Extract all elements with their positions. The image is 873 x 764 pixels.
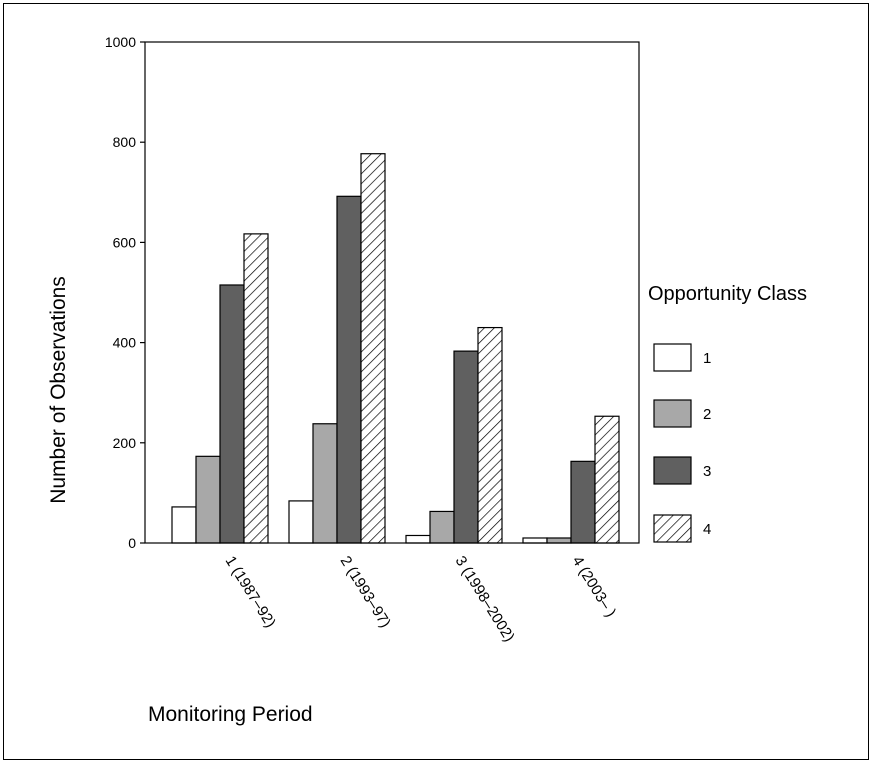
- legend: 1 2 3 4: [653, 343, 711, 543]
- figure-frame: [3, 3, 869, 760]
- bar-series-1-cat-1: [171, 506, 197, 544]
- y-tick-label: 800: [113, 134, 137, 150]
- x-category-label: 1 (1987–92): [222, 553, 279, 631]
- bar-series-3-cat-3: [453, 350, 479, 544]
- y-axis-title: Number of Observations: [47, 276, 70, 504]
- x-axis: 1 (1987–92) 2 (1993–97) 3 (1998–2002) 4 (20…: [222, 553, 620, 645]
- legend-label-3: 3: [703, 463, 711, 480]
- x-category-label: 3 (1998–2002): [452, 553, 518, 645]
- bar-series-1-cat-3: [405, 534, 431, 544]
- legend-swatch-1: [653, 343, 692, 372]
- legend-swatch-4: [653, 514, 692, 543]
- bar-series-4-cat-4: [594, 415, 620, 544]
- y-tick-label: 600: [113, 234, 137, 250]
- y-tick-label: 1000: [105, 34, 136, 50]
- legend-swatch-3: [653, 456, 692, 485]
- bar-series-4-cat-2: [360, 153, 386, 544]
- legend-title: Opportunity Class: [648, 283, 807, 305]
- x-axis-title: Monitoring Period: [148, 703, 313, 726]
- y-tick-label: 200: [113, 435, 137, 451]
- bar-series-3-cat-2: [336, 195, 362, 544]
- y-tick-label: 0: [128, 535, 136, 551]
- y-axis: 0 200 400 600 800 1000: [105, 34, 145, 551]
- legend-label-4: 4: [703, 521, 711, 538]
- x-category-label: 2 (1993–97): [337, 553, 394, 631]
- legend-label-1: 1: [703, 350, 711, 367]
- bar-series-2-cat-4: [546, 537, 572, 544]
- y-tick-label: 400: [113, 335, 137, 351]
- bar-series-3-cat-4: [570, 460, 596, 544]
- bar-series-1-cat-4: [522, 537, 548, 544]
- x-category-label: 4 (2003– ): [569, 553, 620, 620]
- bar-series-2-cat-1: [195, 455, 221, 544]
- plot-frame: [144, 41, 640, 544]
- bar-series-2-cat-3: [429, 510, 455, 544]
- bar-series-3-cat-1: [219, 284, 245, 544]
- bar-series-2-cat-2: [312, 423, 338, 544]
- bar-series-1-cat-2: [288, 500, 314, 544]
- bar-series-4-cat-1: [243, 233, 269, 544]
- legend-swatch-2: [653, 399, 692, 428]
- legend-label-2: 2: [703, 406, 711, 423]
- bars-group: [171, 153, 620, 544]
- bar-series-4-cat-3: [477, 326, 503, 544]
